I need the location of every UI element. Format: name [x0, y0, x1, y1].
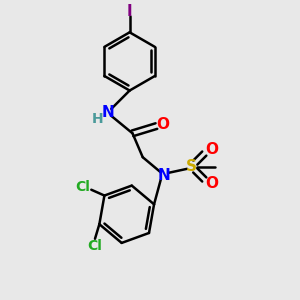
- Text: O: O: [205, 176, 218, 191]
- Text: H: H: [92, 112, 103, 126]
- Text: N: N: [157, 168, 170, 183]
- Text: N: N: [101, 105, 114, 120]
- Text: O: O: [156, 117, 169, 132]
- Text: Cl: Cl: [88, 239, 102, 253]
- Text: S: S: [186, 159, 197, 174]
- Text: I: I: [127, 4, 132, 19]
- Text: O: O: [205, 142, 218, 157]
- Text: Cl: Cl: [75, 180, 90, 194]
